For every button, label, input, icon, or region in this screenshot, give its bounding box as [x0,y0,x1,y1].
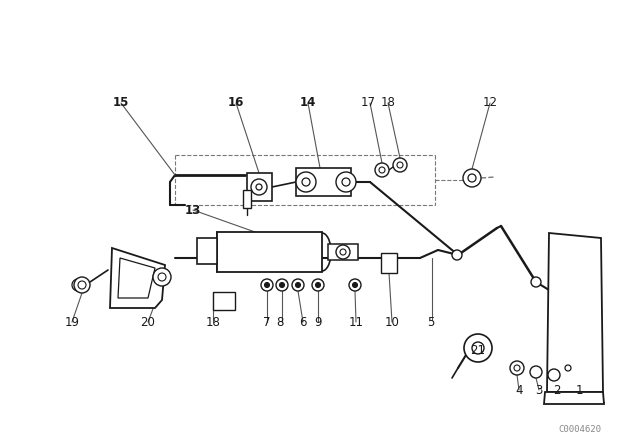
Text: 9: 9 [314,315,322,328]
Text: 16: 16 [228,96,244,109]
Text: 3: 3 [535,383,543,396]
Circle shape [302,178,310,186]
Text: 20: 20 [141,315,156,328]
Circle shape [565,365,571,371]
Text: 8: 8 [276,315,284,328]
Circle shape [296,283,301,288]
Circle shape [292,279,304,291]
Circle shape [316,283,321,288]
Circle shape [472,342,484,354]
Text: 19: 19 [65,315,79,328]
Bar [217,232,322,272]
Polygon shape [110,248,165,308]
Circle shape [153,268,171,286]
Text: 1: 1 [575,383,583,396]
Circle shape [276,279,288,291]
Circle shape [530,366,542,378]
Circle shape [393,158,407,172]
Bar [247,173,272,201]
Text: 18: 18 [381,96,396,109]
Circle shape [342,178,350,186]
Circle shape [264,283,269,288]
Text: 6: 6 [300,315,307,328]
Circle shape [548,369,560,381]
Circle shape [336,245,350,259]
Circle shape [251,179,267,195]
Circle shape [397,162,403,168]
Text: 2: 2 [553,383,561,396]
Circle shape [336,172,356,192]
Circle shape [312,279,324,291]
Text: 10: 10 [385,315,399,328]
Text: 12: 12 [483,96,497,109]
Text: 5: 5 [428,315,435,328]
Circle shape [340,249,346,255]
Polygon shape [547,233,603,392]
Bar [381,253,397,273]
Text: 15: 15 [113,96,129,109]
Bar [243,190,251,208]
Circle shape [280,283,285,288]
Circle shape [379,167,385,173]
Text: 17: 17 [360,96,376,109]
Circle shape [261,279,273,291]
Circle shape [514,365,520,371]
Circle shape [452,250,462,260]
Circle shape [74,277,90,293]
Circle shape [296,172,316,192]
Bar [296,168,351,196]
Text: C0004620: C0004620 [559,426,602,435]
Text: 7: 7 [263,315,271,328]
Polygon shape [544,392,604,404]
Circle shape [463,169,481,187]
Circle shape [256,184,262,190]
Text: 18: 18 [205,315,220,328]
Bar [213,292,235,310]
Circle shape [531,277,541,287]
Bar [328,244,358,260]
Circle shape [158,273,166,281]
Text: 21: 21 [470,344,486,357]
Text: 14: 14 [300,96,316,109]
Circle shape [464,334,492,362]
Circle shape [510,361,524,375]
Circle shape [78,281,86,289]
Text: 4: 4 [515,383,523,396]
Circle shape [468,174,476,182]
Circle shape [353,283,358,288]
Text: 11: 11 [349,315,364,328]
Bar [197,238,217,264]
Circle shape [375,163,389,177]
Text: 13: 13 [185,203,201,216]
Circle shape [349,279,361,291]
Polygon shape [118,258,155,298]
